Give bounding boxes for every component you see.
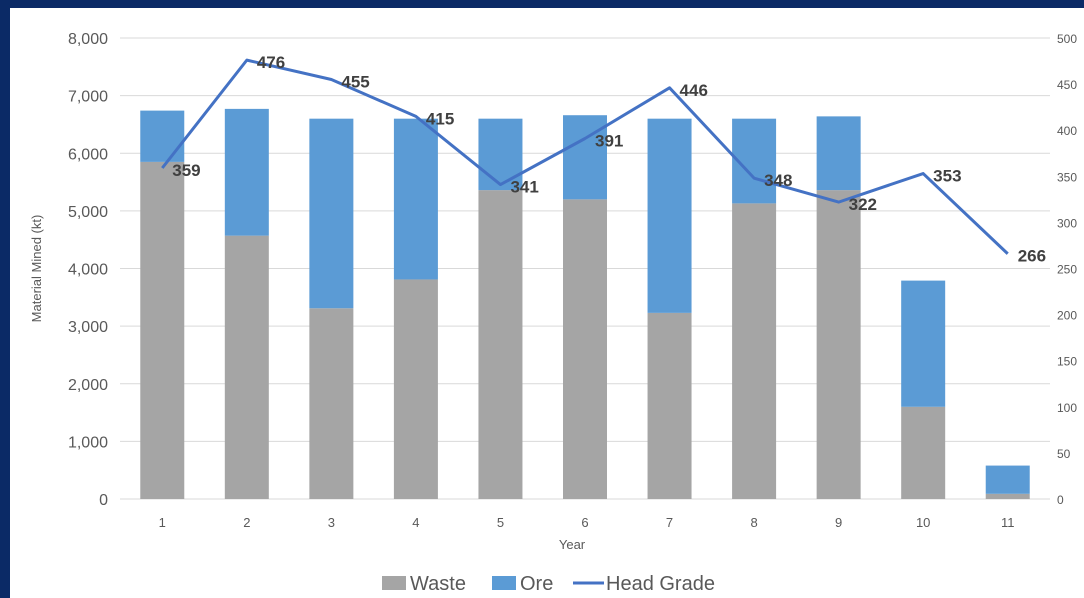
- head-grade-data-label: 455: [341, 72, 369, 91]
- bar-ore: [140, 110, 185, 162]
- legend-swatch-ore: [492, 576, 516, 590]
- x-tick-label: 11: [1001, 515, 1015, 530]
- head-grade-data-label: 341: [510, 178, 538, 197]
- bar-ore: [985, 465, 1030, 494]
- y2-tick-label: 200: [1057, 309, 1077, 323]
- y2-tick-label: 0: [1057, 493, 1064, 507]
- x-axis-title: Year: [559, 537, 586, 552]
- bar-waste: [563, 199, 607, 499]
- y-tick-label: 7,000: [68, 89, 108, 106]
- x-tick-label: 6: [581, 515, 588, 530]
- y2-tick-label: 400: [1057, 124, 1077, 138]
- x-tick-label: 8: [750, 515, 757, 530]
- head-grade-data-label: 266: [1018, 247, 1046, 266]
- y-tick-label: 0: [99, 492, 108, 509]
- bar-waste: [985, 493, 1030, 499]
- bar-waste: [393, 279, 438, 499]
- bar-waste: [647, 312, 692, 499]
- x-tick-label: 3: [328, 515, 335, 530]
- head-grade-data-label: 348: [764, 171, 792, 190]
- y2-tick-label: 100: [1057, 401, 1077, 415]
- y-tick-label: 4,000: [68, 262, 108, 279]
- bar-ore: [816, 116, 861, 191]
- head-grade-data-label: 415: [426, 109, 454, 128]
- bar-ore: [309, 118, 354, 309]
- head-grade-data-label: 322: [849, 195, 877, 214]
- legend-label-head-grade: Head Grade: [606, 573, 715, 595]
- bar-waste: [224, 235, 269, 499]
- head-grade-data-label: 446: [680, 81, 708, 100]
- bar-waste: [901, 406, 946, 499]
- y2-tick-label: 50: [1057, 447, 1071, 461]
- y-axis-title: Material Mined (kt): [29, 215, 44, 323]
- y-tick-label: 2,000: [68, 377, 108, 394]
- y2-tick-label: 500: [1057, 32, 1077, 46]
- x-tick-label: 5: [497, 515, 504, 530]
- bar-waste: [816, 190, 861, 499]
- x-tick-label: 4: [412, 515, 419, 530]
- y2-tick-label: 350: [1057, 170, 1077, 184]
- bar-waste: [732, 203, 777, 500]
- y-tick-label: 6,000: [68, 146, 108, 163]
- legend-label-ore: Ore: [520, 573, 553, 595]
- head-grade-data-label: 353: [933, 167, 961, 186]
- legend-label-waste: Waste: [410, 573, 466, 595]
- head-grade-data-label: 391: [595, 131, 623, 150]
- x-tick-label: 10: [916, 515, 930, 530]
- bar-ore: [224, 108, 269, 236]
- y2-tick-label: 150: [1057, 355, 1077, 369]
- x-tick-label: 1: [159, 515, 166, 530]
- bar-ore: [901, 280, 946, 407]
- head-grade-line: [161, 58, 1009, 255]
- y-tick-label: 8,000: [68, 31, 108, 48]
- bar-ore: [393, 118, 438, 280]
- bar-ore: [647, 118, 692, 313]
- y2-tick-label: 300: [1057, 216, 1077, 230]
- y2-tick-label: 250: [1057, 263, 1077, 277]
- y-tick-label: 5,000: [68, 204, 108, 221]
- head-grade-data-label: 359: [172, 161, 200, 180]
- x-tick-label: 2: [243, 515, 250, 530]
- bar-waste: [309, 308, 354, 499]
- x-tick-label: 7: [666, 515, 673, 530]
- y-tick-label: 3,000: [68, 319, 108, 336]
- bar-waste: [140, 161, 185, 500]
- bar-waste: [478, 190, 523, 499]
- head-grade-data-label: 476: [257, 53, 285, 72]
- chart-svg: 0 1,000 2,000 3,000 4,000 5,000 6,000 7,000 8,00…: [29, 31, 1077, 595]
- legend-swatch-waste: [382, 576, 406, 590]
- chart-panel: 0 1,000 2,000 3,000 4,000 5,000 6,000 7,000 8,00…: [10, 8, 1084, 598]
- y2-tick-label: 450: [1057, 78, 1077, 92]
- x-tick-label: 9: [835, 515, 842, 530]
- y-tick-label: 1,000: [68, 434, 108, 451]
